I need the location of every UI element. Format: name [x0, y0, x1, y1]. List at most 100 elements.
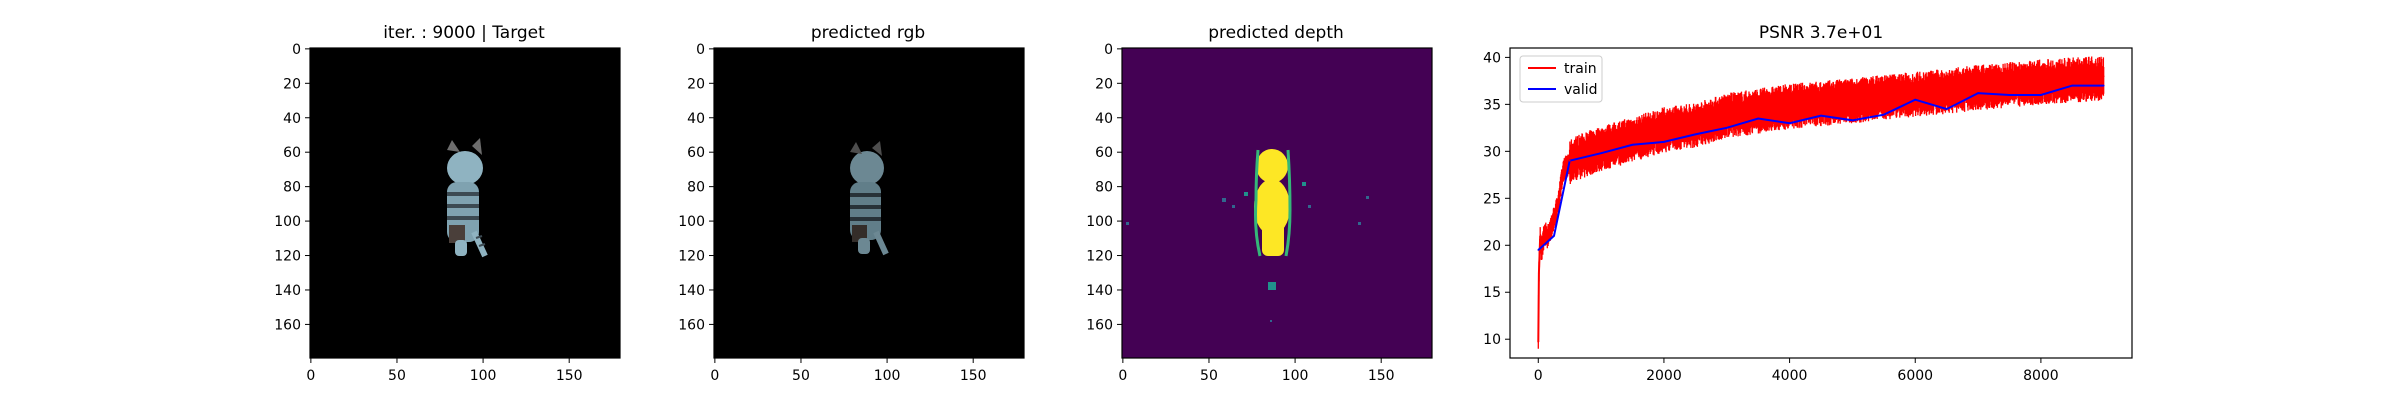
valid-point	[1820, 114, 1822, 117]
valid-point	[1600, 152, 1602, 155]
predicted-rgb-panel: predicted rgb 0 50 100 150 0 20 40 60 80 100 120 14…	[678, 23, 1025, 384]
valid-point	[1663, 141, 1665, 143]
valid-point	[1553, 235, 1555, 237]
train-point	[1851, 97, 1854, 100]
target-ytick-label: 160	[274, 317, 301, 333]
series-points	[1537, 75, 2105, 343]
psnr-xtick-label: 2000	[1646, 368, 1682, 384]
valid-point	[1694, 133, 1697, 136]
valid-point	[1977, 92, 1979, 94]
predicted-depth-ytick-label: 0	[1104, 42, 1113, 58]
predicted-depth-ytick-label: 40	[1095, 111, 1113, 127]
target-ytick-label: 0	[292, 42, 301, 58]
target-panel: iter. : 9000 | Target 0 50 100 150 0 20 40 60 80…	[274, 23, 621, 384]
psnr-ytick-label: 30	[1483, 144, 1501, 160]
train-point	[1757, 108, 1759, 110]
train-point	[1562, 169, 1565, 171]
psnr-ytick-label: 25	[1483, 191, 1501, 207]
psnr-ytick-label: 40	[1483, 50, 1501, 66]
predicted-depth-ytick-label: 60	[1095, 145, 1113, 161]
train-point	[2071, 77, 2074, 79]
train-point	[1539, 235, 1541, 237]
psnr-ytick-label: 20	[1483, 238, 1501, 254]
legend-valid-label: valid	[1564, 82, 1598, 98]
train-point	[1788, 103, 1791, 106]
psnr-xtick-label: 0	[1534, 368, 1543, 384]
predicted-depth-xtick-label: 50	[1200, 368, 1218, 384]
predicted-depth-ytick-label: 140	[1086, 283, 1113, 299]
predicted-depth-xtick-label: 0	[1118, 368, 1127, 384]
train-point	[1540, 249, 1543, 251]
predicted-rgb-ytick-label: 0	[696, 42, 705, 58]
valid-point	[1631, 143, 1634, 146]
valid-point	[2071, 84, 2074, 87]
train-point	[2102, 75, 2105, 77]
valid-point	[1914, 98, 1917, 101]
train-point	[1820, 100, 1822, 103]
psnr-title: PSNR 3.7e+01	[1759, 23, 1883, 43]
predicted-rgb-subject	[850, 141, 889, 256]
psnr-ytick-label: 10	[1483, 332, 1501, 348]
target-xtick-label: 0	[306, 368, 315, 384]
valid-point	[2040, 94, 2042, 96]
predicted-rgb-xtick-label: 100	[874, 368, 901, 384]
valid-point	[2102, 84, 2105, 87]
valid-point	[1757, 117, 1759, 120]
train-point	[1631, 136, 1634, 139]
predicted-depth-title: predicted depth	[1208, 23, 1344, 43]
target-xtick-label: 50	[388, 368, 406, 384]
valid-series-line	[1537, 84, 2104, 251]
psnr-ytick-label: 15	[1483, 285, 1501, 301]
predicted-rgb-frame	[713, 47, 1025, 359]
train-point	[2008, 81, 2011, 84]
train-point	[1550, 225, 1552, 228]
psnr-xtick-label: 4000	[1772, 368, 1808, 384]
predicted-rgb-ytick-label: 100	[678, 214, 705, 230]
predicted-rgb-ytick-label: 20	[687, 76, 705, 92]
valid-point	[1883, 113, 1885, 116]
predicted-depth-xtick-label: 100	[1282, 368, 1309, 384]
train-point	[1568, 159, 1571, 162]
train-point	[1556, 206, 1558, 209]
predicted-rgb-ytick-label: 160	[678, 317, 705, 333]
train-point	[1914, 91, 1917, 93]
predicted-depth-frame	[1121, 47, 1433, 359]
target-xtick-label: 100	[470, 368, 497, 384]
predicted-depth-ytick-label: 80	[1095, 180, 1113, 196]
predicted-rgb-xtick-label: 0	[710, 368, 719, 384]
valid-point	[1537, 249, 1540, 251]
psnr-xtick-label: 6000	[1897, 368, 1933, 384]
train-point	[2040, 79, 2042, 81]
predicted-rgb-ytick-label: 60	[687, 145, 705, 161]
predicted-depth-ytick-label: 100	[1086, 214, 1113, 230]
target-subject	[447, 138, 488, 258]
predicted-rgb-xtick-label: 150	[960, 368, 987, 384]
target-ytick-label: 60	[283, 145, 301, 161]
train-point	[1543, 230, 1546, 232]
train-point	[1587, 150, 1590, 153]
target-ytick-label: 120	[274, 249, 301, 265]
legend-train-label: train	[1564, 61, 1597, 77]
psnr-xtick-label: 8000	[2023, 368, 2059, 384]
valid-point	[1851, 119, 1854, 122]
train-point	[1725, 112, 1728, 115]
target-ytick-label: 80	[283, 180, 301, 196]
train-point	[1538, 272, 1540, 275]
train-point	[1546, 235, 1549, 237]
train-point	[1575, 155, 1577, 157]
predicted-depth-subject	[1126, 149, 1369, 322]
train-point	[1883, 94, 1885, 96]
valid-point	[1788, 122, 1791, 124]
predicted-rgb-ytick-label: 140	[678, 283, 705, 299]
target-ytick-label: 40	[283, 111, 301, 127]
target-xtick-label: 150	[556, 368, 583, 384]
psnr-chart: PSNR 3.7e+01 0 2000 4000 6000 8000 10 15 20 25 30…	[1483, 23, 2133, 384]
predicted-depth-ytick-label: 20	[1095, 76, 1113, 92]
target-ytick-label: 100	[274, 214, 301, 230]
train-point	[1945, 88, 1948, 91]
target-frame	[309, 47, 621, 359]
legend: train valid	[1519, 55, 1603, 103]
predicted-depth-xtick-label: 150	[1368, 368, 1395, 384]
predicted-depth-ytick-label: 160	[1086, 317, 1113, 333]
